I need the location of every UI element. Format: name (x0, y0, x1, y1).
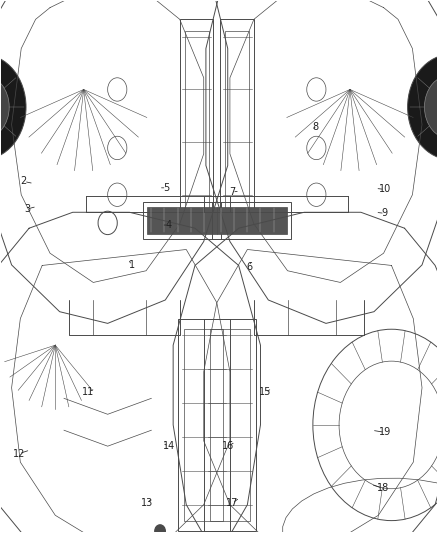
Text: 13: 13 (141, 498, 153, 508)
Circle shape (424, 75, 438, 139)
Circle shape (0, 75, 9, 139)
Text: 8: 8 (312, 122, 318, 132)
Bar (217, 207, 287, 233)
Bar (180, 19, 213, 224)
Bar (220, 19, 254, 224)
Bar (204, 319, 256, 531)
Bar (143, 201, 221, 239)
Text: 19: 19 (379, 427, 391, 438)
Text: 14: 14 (162, 441, 175, 451)
Bar (210, 329, 250, 521)
Text: 10: 10 (379, 184, 391, 195)
Text: 9: 9 (382, 208, 388, 219)
Circle shape (155, 525, 165, 533)
Bar (184, 329, 223, 521)
Text: 7: 7 (229, 187, 235, 197)
Bar (212, 201, 291, 239)
Text: 18: 18 (377, 483, 389, 493)
Text: 5: 5 (163, 183, 170, 193)
Circle shape (408, 54, 438, 160)
Bar (225, 31, 249, 212)
Text: 2: 2 (21, 176, 27, 187)
Bar (184, 31, 208, 212)
Circle shape (0, 54, 26, 160)
Bar (177, 319, 230, 531)
Text: 3: 3 (24, 204, 30, 214)
Text: 15: 15 (259, 387, 271, 397)
Text: 17: 17 (226, 498, 238, 508)
Text: 1: 1 (129, 261, 135, 270)
Text: 16: 16 (222, 441, 234, 451)
Text: 12: 12 (13, 449, 25, 458)
Text: 4: 4 (166, 220, 172, 230)
Bar (147, 207, 217, 233)
Text: 6: 6 (247, 262, 253, 271)
Text: 11: 11 (82, 387, 94, 397)
